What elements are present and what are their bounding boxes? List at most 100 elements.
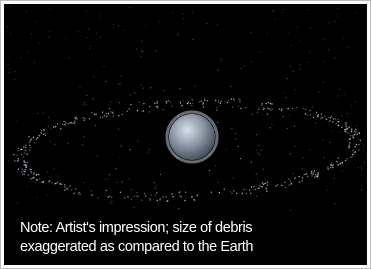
debris-dot: [53, 168, 54, 169]
ring-dot: [313, 174, 314, 175]
ring-dot: [296, 107, 297, 108]
ring-dot: [358, 149, 359, 150]
debris-dot: [150, 87, 151, 88]
ring-dot: [349, 147, 350, 148]
ring-dot: [157, 200, 158, 201]
ring-dot: [258, 188, 259, 189]
debris-dot: [193, 39, 194, 40]
ring-dot: [207, 100, 208, 101]
ring-dot: [144, 193, 145, 194]
debris-dot: [83, 136, 84, 137]
debris-dot: [130, 94, 131, 95]
debris-dot: [109, 174, 110, 175]
ring-dot: [34, 142, 35, 143]
debris-dot: [238, 106, 239, 107]
debris-dot: [121, 145, 122, 146]
ring-dot: [75, 188, 76, 189]
debris-dot: [48, 117, 49, 118]
ring-dot: [149, 111, 150, 112]
debris-dot: [86, 11, 87, 12]
debris-dot: [99, 15, 100, 16]
ring-dot: [163, 109, 164, 110]
debris-dot: [115, 168, 116, 169]
debris-dot: [48, 126, 49, 127]
debris-dot: [297, 27, 298, 28]
debris-dot: [119, 102, 120, 103]
ring-dot: [357, 134, 358, 135]
ring-dot: [275, 186, 276, 187]
ring-dot: [179, 101, 180, 102]
ring-dot: [354, 134, 355, 135]
ring-dot: [309, 110, 310, 111]
debris-dot: [100, 37, 101, 38]
ring-dot: [73, 193, 74, 194]
debris-dot: [155, 188, 156, 189]
ring-dot: [17, 160, 18, 161]
debris-dot: [283, 9, 284, 10]
ring-dot: [270, 109, 271, 110]
debris-dot: [172, 12, 173, 13]
ring-dot: [68, 123, 69, 124]
debris-dot: [290, 45, 291, 46]
debris-dot: [330, 142, 331, 143]
ring-dot: [352, 150, 353, 151]
debris-dot: [323, 82, 324, 83]
debris-dot: [232, 107, 233, 108]
ring-dot: [30, 169, 31, 170]
debris-dot: [78, 31, 79, 32]
ring-dot: [150, 199, 151, 200]
debris-dot: [293, 71, 294, 72]
debris-dot: [344, 94, 345, 95]
ring-dot: [333, 118, 334, 119]
debris-dot: [121, 146, 122, 147]
debris-dot: [68, 143, 69, 144]
debris-dot: [118, 25, 119, 26]
debris-dot: [335, 58, 336, 59]
ring-dot: [30, 147, 31, 148]
debris-dot: [324, 157, 325, 158]
debris-dot: [315, 123, 316, 124]
ring-dot: [22, 173, 23, 174]
ring-dot: [190, 103, 191, 104]
debris-dot: [9, 72, 10, 73]
ring-dot: [342, 162, 343, 163]
debris-dot: [289, 33, 290, 34]
debris-dot: [159, 21, 160, 22]
debris-dot: [93, 76, 94, 77]
debris-dot: [302, 168, 303, 169]
debris-dot: [342, 170, 343, 171]
ring-dot: [23, 156, 24, 157]
ring-dot: [84, 120, 85, 121]
ring-dot: [181, 196, 182, 197]
ring-dot: [346, 126, 347, 127]
ring-dot: [352, 154, 353, 155]
ring-dot: [332, 166, 333, 167]
ring-dot: [33, 173, 34, 174]
ring-dot: [28, 136, 29, 137]
ring-dot: [65, 122, 66, 123]
ring-dot: [279, 109, 280, 110]
debris-dot: [82, 144, 83, 145]
debris-dot: [230, 86, 231, 87]
ring-dot: [69, 185, 70, 186]
ring-dot: [25, 169, 26, 170]
debris-dot: [348, 47, 349, 48]
debris-dot: [318, 91, 319, 92]
ring-dot: [79, 193, 80, 194]
debris-dot: [343, 38, 344, 39]
debris-dot: [118, 84, 119, 85]
debris-dot: [299, 69, 300, 70]
ring-dot: [181, 105, 182, 106]
debris-dot: [141, 51, 142, 52]
debris-dot: [88, 28, 89, 29]
ring-dot: [193, 199, 194, 200]
debris-dot: [57, 175, 58, 176]
debris-dot: [182, 14, 183, 15]
ring-dot: [285, 187, 286, 188]
debris-dot: [273, 11, 274, 12]
debris-dot: [28, 52, 29, 53]
ring-dot: [281, 108, 282, 109]
ring-dot: [106, 116, 107, 117]
ring-dot: [57, 123, 58, 124]
debris-dot: [106, 81, 107, 82]
